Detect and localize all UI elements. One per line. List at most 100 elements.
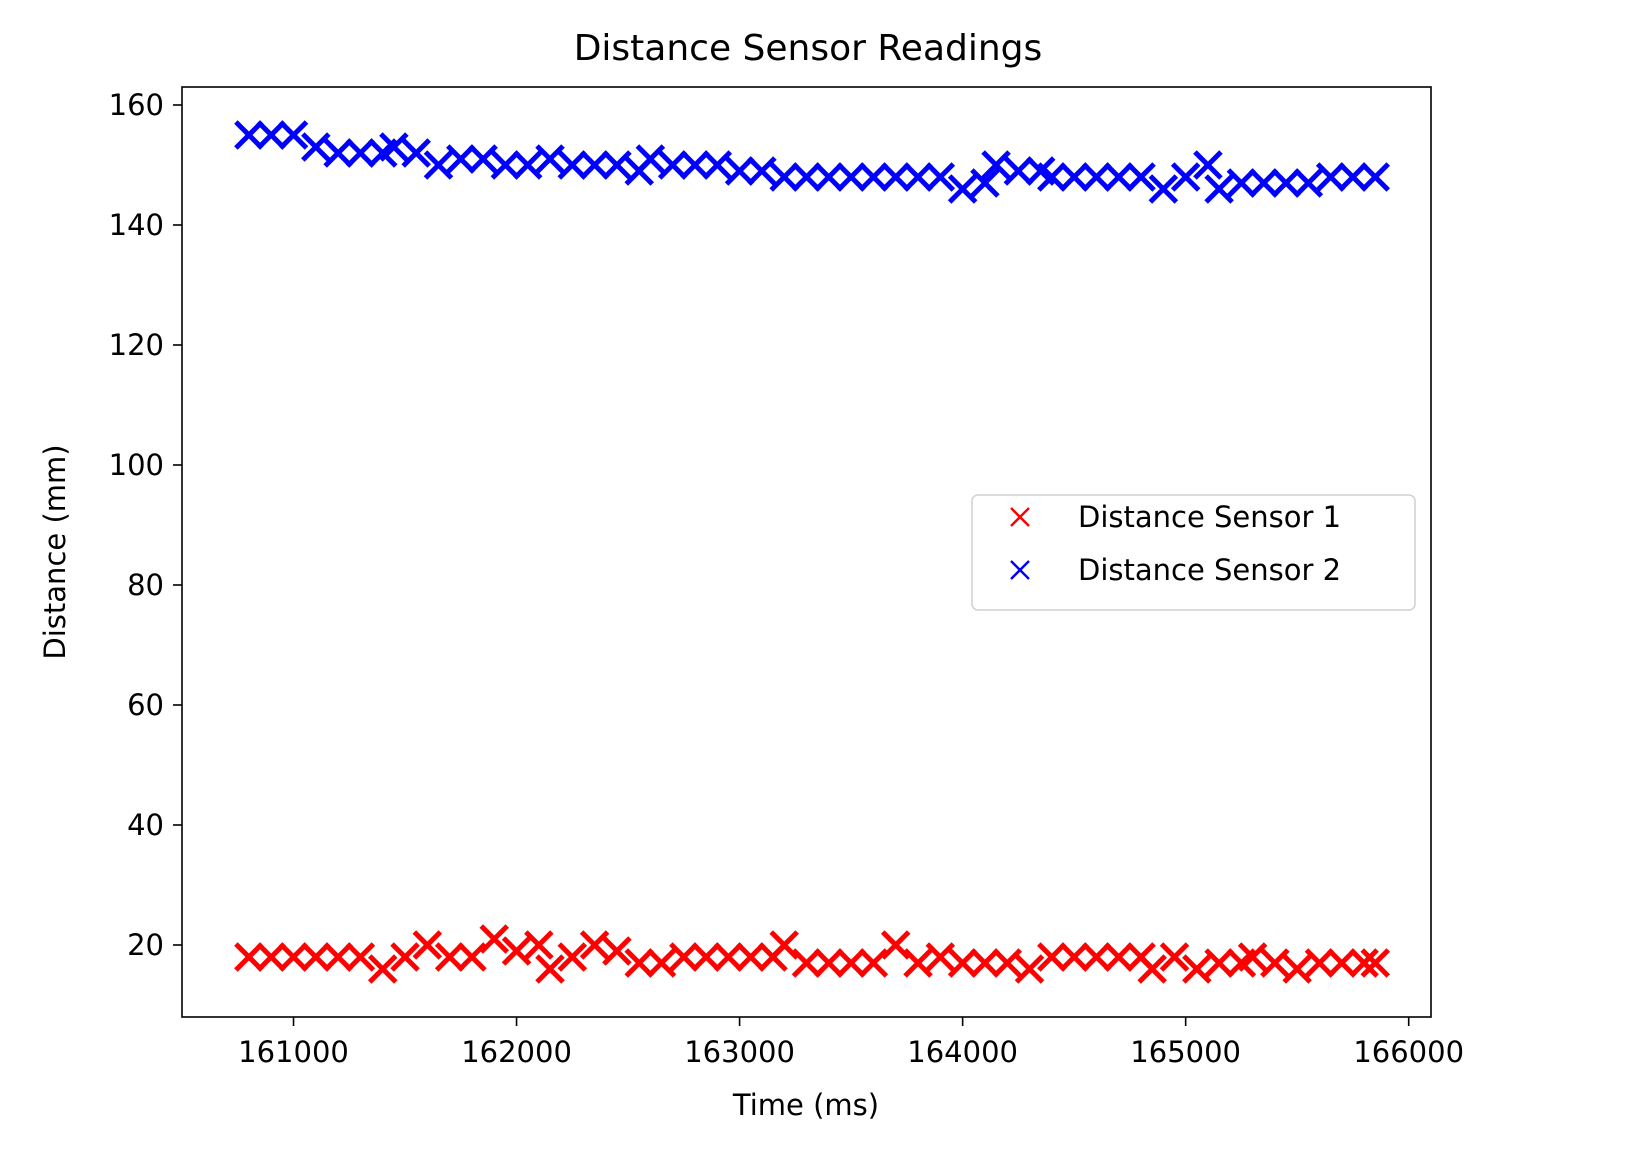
data-point [624,948,654,978]
data-point [747,156,777,186]
data-point [1304,948,1335,978]
data-point [479,924,510,954]
data-point [524,930,554,960]
data-point [657,150,688,180]
data-point [646,948,677,978]
data-point [791,162,822,192]
y-tick-label: 100 [109,448,164,482]
data-point [1315,162,1346,192]
data-point [1059,162,1089,192]
data-point [323,942,353,972]
y-tick-label: 80 [127,568,164,602]
data-point [1159,942,1190,972]
plot-area [234,120,1391,984]
x-tick-label: 162000 [461,1035,572,1069]
data-point [981,150,1011,180]
data-point [1103,162,1134,192]
data-point [1126,162,1156,192]
data-point [490,150,521,180]
data-point [925,942,956,972]
data-point [1081,942,1112,972]
data-point [992,948,1022,978]
data-point [535,144,565,174]
data-point [724,156,755,186]
data-point [401,138,431,168]
data-point [1103,942,1134,972]
data-point [602,936,632,966]
data-point [412,930,443,960]
y-tick-label: 60 [127,688,164,722]
data-point [702,150,733,180]
y-tick-label: 120 [109,328,164,362]
data-point [970,168,1000,198]
data-point [769,162,799,192]
data-point [1260,948,1290,978]
legend: Distance Sensor 1 Distance Sensor 2 [971,494,1416,611]
x-tick-label: 166000 [1353,1035,1464,1069]
data-point [457,942,487,972]
data-point [1170,162,1201,192]
data-point [434,942,465,972]
data-point [379,132,409,162]
data-point [557,942,588,972]
data-point [769,930,799,960]
data-point [669,942,699,972]
data-point [367,954,398,984]
data-point [1248,168,1279,198]
data-point [947,174,978,204]
data-point [791,948,822,978]
data-point [1360,162,1391,192]
data-point [234,942,264,972]
series-2 [234,120,1391,204]
legend-frame [971,494,1416,611]
data-point [1282,954,1312,984]
data-point [1338,162,1368,192]
data-point [1014,954,1045,984]
data-point [880,930,911,960]
data-point [512,150,543,180]
data-point [691,942,721,972]
data-point [1226,168,1257,198]
data-point [1081,162,1112,192]
data-point [1237,942,1268,972]
data-point [390,942,420,972]
data-point [1059,942,1089,972]
data-point [903,162,933,192]
data-point [1003,156,1034,186]
data-point [1360,948,1391,978]
data-point [814,948,844,978]
data-point [301,942,331,972]
data-point [836,162,866,192]
data-point [579,150,610,180]
x-axis: 161000 162000 163000 164000 165000 166000 [238,1017,1464,1069]
data-point [423,150,454,180]
data-point [256,120,286,150]
data-point [635,144,666,174]
data-point [234,120,264,150]
data-point [858,948,889,978]
data-point [557,150,588,180]
y-axis-label: Distance (mm) [38,444,72,659]
data-point [1037,942,1067,972]
data-point [278,942,309,972]
data-point [579,930,610,960]
data-point [256,942,286,972]
data-point [836,948,866,978]
y-tick-label: 160 [109,88,164,122]
data-point [858,162,889,192]
x-tick-label: 165000 [1130,1035,1241,1069]
data-point [1182,954,1212,984]
data-point [535,954,565,984]
data-point [602,150,632,180]
x-tick-label: 161000 [238,1035,349,1069]
data-point [323,138,353,168]
data-point [735,942,766,972]
data-point [680,150,710,180]
data-point [713,942,744,972]
data-point [1271,168,1301,198]
data-point [1193,150,1223,180]
data-point [1148,174,1179,204]
y-tick-label: 140 [109,208,164,242]
y-tick-label: 40 [127,808,164,842]
